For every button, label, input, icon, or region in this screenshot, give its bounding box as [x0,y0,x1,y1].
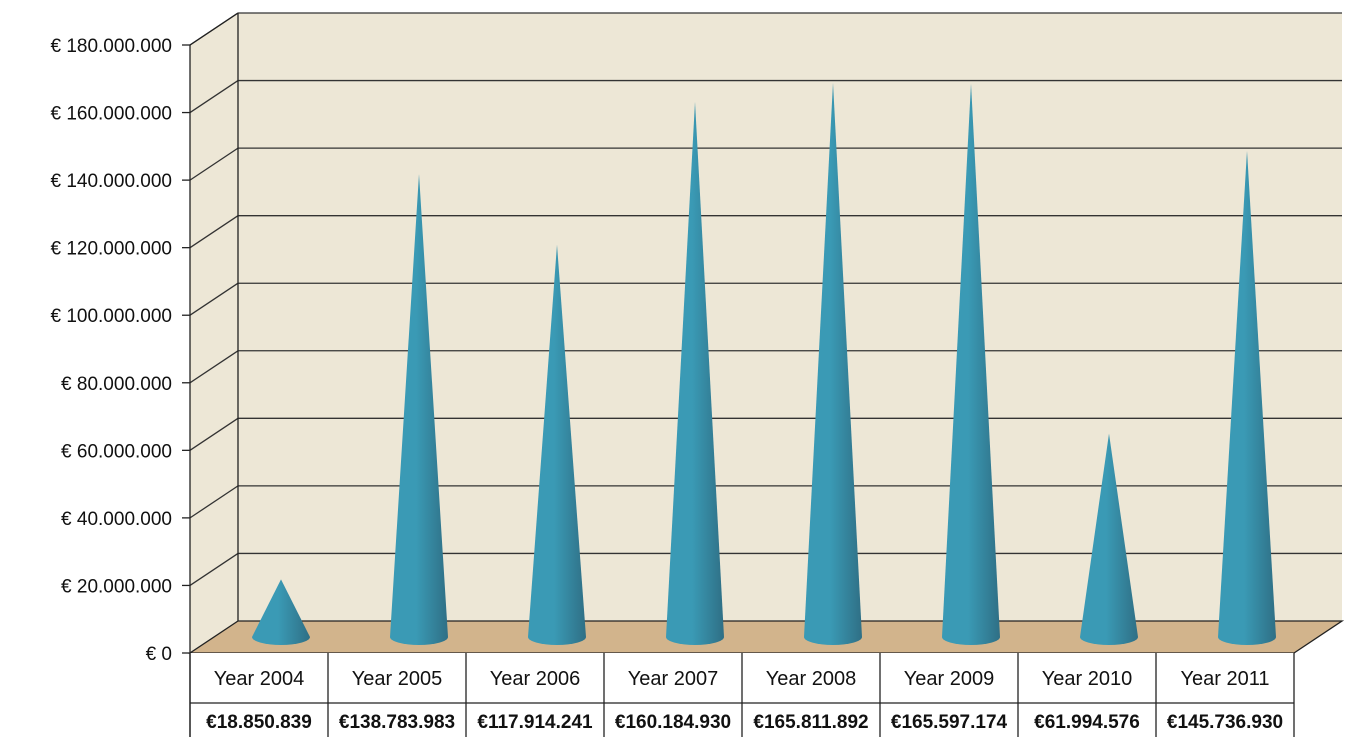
gridline-diagonal [189,350,239,384]
x-category-label: Year 2009 [904,668,994,690]
data-value-label: €61.994.576 [1034,712,1140,733]
cone-year-2007 [666,101,724,645]
cone-body [666,101,724,645]
gridline-diagonal [189,552,239,586]
data-value-label: €165.597.174 [891,712,1008,733]
y-tick-label: € 160.000.000 [50,104,172,125]
cone-body [528,244,586,645]
data-value-label: €160.184.930 [615,712,731,733]
cone-body [1080,433,1138,645]
y-tick-label: € 120.000.000 [50,239,172,260]
data-value-label: €117.914.241 [477,712,593,733]
gridline-diagonal [189,80,239,114]
y-tick-label: € 40.000.000 [61,509,172,530]
gridline-diagonal [189,215,239,249]
y-tick-label: € 60.000.000 [61,441,172,462]
data-value-label: €165.811.892 [753,712,868,733]
x-category-label: Year 2005 [352,668,442,690]
cone-year-2011 [1218,150,1276,645]
cone-year-2005 [390,174,448,645]
x-category-label: Year 2010 [1042,668,1132,690]
cone-year-2004 [252,579,310,645]
gridline-diagonal [189,417,239,451]
x-category-label: Year 2007 [628,668,718,690]
cone-year-2008 [804,82,862,646]
data-value-label: €145.736.930 [1167,712,1283,733]
y-tick-label: € 180.000.000 [50,36,172,57]
cone-body [390,174,448,645]
data-value-label: €18.850.839 [206,712,312,733]
gridline-diagonal [189,485,239,519]
cone-year-2009 [942,83,1000,646]
y-tick-label: € 80.000.000 [61,374,172,395]
data-table: Year 2004 €18.850.839 Year 2005 €138.783.98… [189,653,1295,737]
gridline-diagonal [189,282,239,316]
x-category-label: Year 2008 [766,668,856,690]
chart-floor [187,620,1345,654]
cone-body [942,83,1000,646]
gridline-diagonal [189,147,239,181]
cone-year-2010 [1080,433,1138,645]
y-tick-label: € 0 [146,644,172,665]
cone-body [1218,150,1276,645]
x-category-label: Year 2011 [1181,668,1270,690]
cone-body [252,579,310,645]
y-tick-label: € 140.000.000 [50,171,172,192]
x-category-label: Year 2006 [490,668,580,690]
x-category-label: Year 2004 [214,668,304,690]
floor-surface [187,620,1345,654]
y-tick-label: € 20.000.000 [61,576,172,597]
y-tick-label: € 100.000.000 [50,306,172,327]
data-value-label: €138.783.983 [339,712,455,733]
cone-year-2006 [528,244,586,645]
y-axis: € 0 € 20.000.000 € 40.000.000 € 60.000.000 €… [50,12,239,665]
top-edge [189,12,239,46]
cone-body [804,82,862,646]
chart-back-wall [190,13,1342,653]
cone-series [252,82,1276,646]
back-wall-surface [190,13,1342,653]
